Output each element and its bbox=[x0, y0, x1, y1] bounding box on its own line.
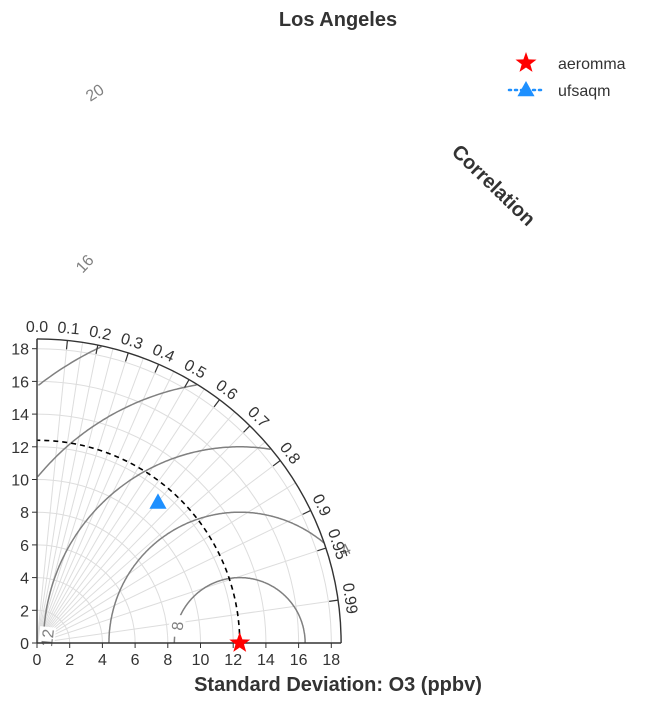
correlation-tick-mark bbox=[329, 599, 339, 602]
std-grid-arc bbox=[36, 511, 169, 644]
std-grid-arc bbox=[36, 413, 267, 644]
rms-label-16: 16 bbox=[73, 252, 98, 277]
grid-layer bbox=[36, 338, 339, 644]
y-tick-label: 8 bbox=[20, 505, 29, 522]
std-grid-arc bbox=[36, 348, 332, 644]
point-ufsaqm bbox=[149, 493, 167, 509]
correlation-tick-mark bbox=[154, 364, 160, 373]
rms-label-bg bbox=[332, 536, 359, 562]
x-tick-label: 16 bbox=[290, 652, 308, 669]
y-tick-label: 4 bbox=[20, 571, 29, 588]
rms-label-bg bbox=[70, 249, 98, 277]
legend-marker-ufsaqm bbox=[517, 81, 535, 97]
correlation-tick-label: 0.2 bbox=[88, 323, 113, 344]
correlation-grid-line bbox=[36, 371, 175, 644]
x-tick-label: 18 bbox=[322, 652, 340, 669]
rms-contour-8 bbox=[108, 511, 325, 643]
correlation-grid-line bbox=[36, 547, 327, 644]
correlation-grid-line bbox=[36, 364, 160, 644]
legend-label-aeromma: aeromma bbox=[558, 56, 626, 73]
rms-contour-16 bbox=[37, 384, 197, 478]
y-tick-label: 14 bbox=[11, 407, 29, 424]
rms-contour-4 bbox=[173, 576, 306, 643]
std-grid-arc bbox=[36, 479, 201, 644]
data-points bbox=[149, 493, 251, 652]
correlation-grid-line bbox=[36, 342, 84, 644]
correlation-tick-mark bbox=[272, 460, 281, 467]
correlation-tick-label: 0.99 bbox=[339, 582, 360, 615]
y-tick-label: 18 bbox=[11, 342, 29, 359]
correlation-tick-label: 0.3 bbox=[119, 330, 145, 353]
correlation-tick-mark bbox=[184, 379, 190, 388]
legend-marker-aeromma bbox=[515, 52, 537, 72]
rms-contour-20 bbox=[37, 345, 102, 386]
y-tick-label: 16 bbox=[11, 374, 29, 391]
correlation-grid-line bbox=[36, 379, 190, 644]
std-grid-arc bbox=[36, 544, 136, 644]
y-tick-label: 6 bbox=[20, 538, 29, 555]
x-tick-label: 10 bbox=[192, 652, 210, 669]
correlation-grid-line bbox=[36, 399, 220, 644]
y-tick-label: 10 bbox=[11, 473, 29, 490]
correlation-tick-label: 0.95 bbox=[324, 527, 350, 562]
correlation-tick-label: 0.1 bbox=[57, 319, 81, 338]
correlation-tick-mark bbox=[65, 340, 69, 350]
std-grid-arc bbox=[36, 446, 234, 644]
correlation-grid-line bbox=[36, 599, 339, 644]
correlation-tick-mark bbox=[317, 547, 327, 552]
correlation-grid-line bbox=[36, 441, 266, 644]
correlation-grid-line bbox=[36, 482, 296, 644]
x-tick-label: 14 bbox=[257, 652, 275, 669]
correlation-grid-line bbox=[36, 344, 99, 644]
rms-contour-12 bbox=[42, 446, 271, 643]
tick-labels: 0 2 4 6 8 10 12 14 16 18 0 2 4 6 8 10 12 14 16 18 0.0 0.1 0.2 0… bbox=[11, 319, 360, 669]
x-tick-label: 2 bbox=[65, 652, 74, 669]
correlation-tick-label: 0.0 bbox=[26, 319, 48, 336]
correlation-tick-mark bbox=[302, 509, 311, 515]
rms-label-12: 12 bbox=[39, 628, 58, 648]
x-axis-label: Standard Deviation: O3 (ppbv) bbox=[194, 674, 482, 696]
legend: aeromma ufsaqm bbox=[507, 52, 626, 100]
correlation-tick-mark bbox=[243, 425, 251, 433]
rms-label-bg bbox=[37, 626, 57, 650]
correlation-tick-label: 0.8 bbox=[276, 440, 303, 468]
x-tick-label: 0 bbox=[33, 652, 42, 669]
chart-title: Los Angeles bbox=[279, 9, 397, 31]
correlation-grid-line bbox=[36, 340, 68, 644]
correlation-grid-line bbox=[36, 352, 129, 644]
correlation-grid-line bbox=[36, 460, 281, 644]
rms-label-bg bbox=[167, 614, 187, 638]
y-tick-label: 2 bbox=[20, 603, 29, 620]
x-tick-label: 12 bbox=[224, 652, 242, 669]
std-grid-arc bbox=[36, 380, 300, 644]
x-tick-label: 6 bbox=[131, 652, 140, 669]
x-tick-label: 4 bbox=[98, 652, 107, 669]
rms-label-20: 20 bbox=[83, 81, 107, 105]
correlation-tick-mark bbox=[213, 399, 220, 408]
rms-label-bg bbox=[80, 79, 109, 105]
correlation-tick-mark bbox=[95, 344, 99, 354]
point-aeromma bbox=[229, 632, 251, 652]
correlation-tick-label: 0.5 bbox=[181, 357, 209, 383]
legend-label-ufsaqm: ufsaqm bbox=[558, 83, 610, 100]
reference-std-arc bbox=[36, 439, 241, 644]
axes-frame bbox=[36, 338, 342, 644]
correlation-grid-line bbox=[36, 388, 205, 644]
x-tick-label: 8 bbox=[163, 652, 172, 669]
correlation-grid-line bbox=[36, 509, 311, 644]
correlation-tick-mark bbox=[124, 352, 129, 362]
outer-arc bbox=[36, 338, 342, 644]
rms-label-8: 8 bbox=[170, 621, 188, 632]
correlation-grid-line bbox=[36, 357, 144, 644]
correlation-tick-label: 0.6 bbox=[212, 377, 240, 404]
correlation-axis-label: Correlation bbox=[447, 141, 539, 231]
correlation-grid-line bbox=[36, 425, 251, 644]
y-tick-label: 12 bbox=[11, 440, 29, 457]
y-tick-label: 0 bbox=[20, 636, 29, 653]
